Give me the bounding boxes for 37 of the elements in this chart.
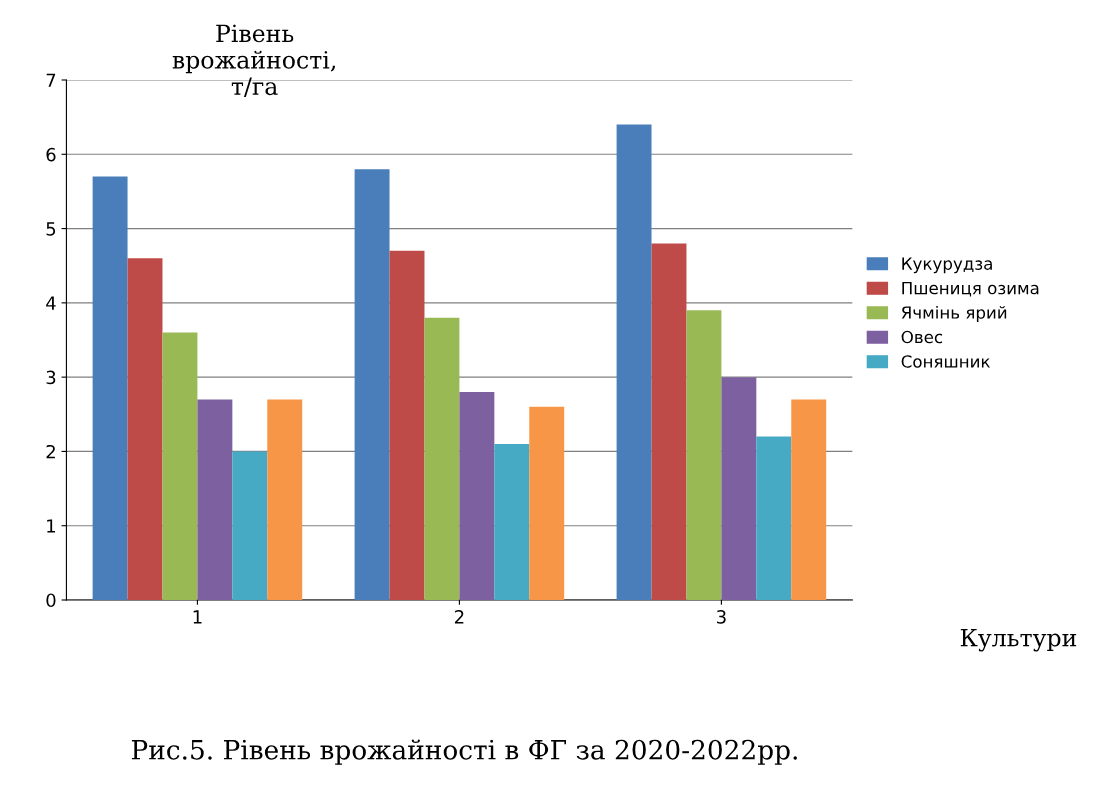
y-tick-label: 6 bbox=[46, 147, 56, 162]
x-tick-label: 2 bbox=[454, 610, 464, 624]
y-tick-label: 3 bbox=[46, 370, 56, 385]
bar bbox=[162, 332, 198, 600]
y-tick-label: 0 bbox=[46, 593, 56, 608]
y-tick-label: 1 bbox=[47, 519, 56, 533]
legend-label: Кукурудза bbox=[902, 257, 992, 274]
bar bbox=[791, 399, 827, 600]
y-tick-label: 5 bbox=[46, 222, 56, 236]
bar bbox=[354, 169, 390, 600]
bar bbox=[721, 377, 757, 600]
bar bbox=[494, 444, 530, 600]
x-tick-label: 1 bbox=[193, 610, 202, 624]
bar bbox=[529, 406, 565, 600]
bar bbox=[389, 250, 425, 600]
bar bbox=[92, 176, 128, 600]
bar bbox=[127, 258, 163, 600]
text: Рис.5. Рівень врожайності в ФГ за 2020-2022рр. bbox=[131, 739, 797, 765]
bar bbox=[651, 243, 687, 600]
bar bbox=[267, 399, 303, 600]
bar bbox=[459, 392, 495, 600]
bar bbox=[756, 436, 792, 600]
y-tick-label: 7 bbox=[46, 73, 56, 87]
legend-label: Пшениця озима bbox=[902, 281, 1039, 297]
y-tick-label: 4 bbox=[46, 296, 56, 310]
legend-label: Овес bbox=[901, 330, 943, 344]
bar bbox=[424, 317, 460, 600]
bar bbox=[197, 399, 233, 600]
legend-label: Ячмінь ярий bbox=[901, 305, 1007, 323]
legend-label: Соняшник bbox=[901, 355, 990, 368]
y-axis-title: Рівень врожайності, т/га bbox=[172, 24, 336, 98]
y-tick-label: 2 bbox=[46, 444, 55, 459]
x-tick-label: 3 bbox=[717, 610, 726, 624]
bar bbox=[686, 310, 722, 600]
bar bbox=[616, 124, 652, 600]
bar bbox=[232, 451, 268, 600]
x-axis-title: Культури bbox=[960, 628, 1077, 652]
